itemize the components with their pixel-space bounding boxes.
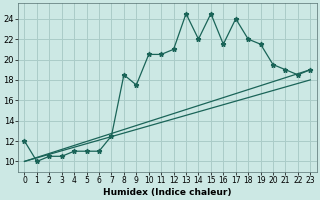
X-axis label: Humidex (Indice chaleur): Humidex (Indice chaleur)	[103, 188, 232, 197]
